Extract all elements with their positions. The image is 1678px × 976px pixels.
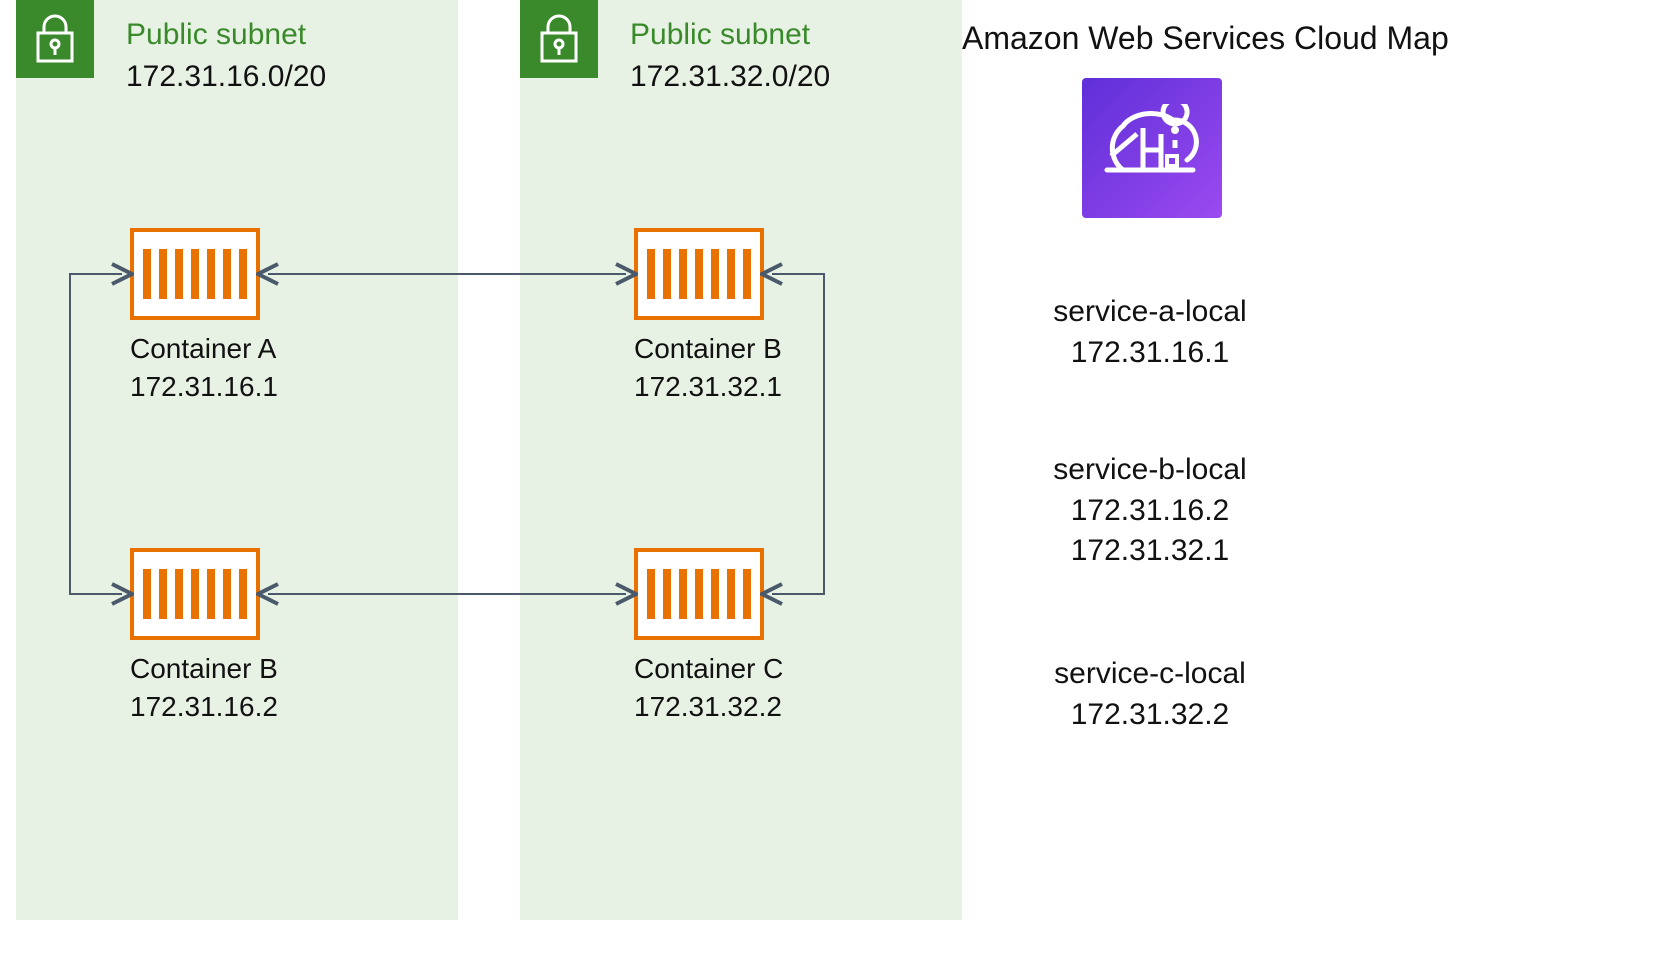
- container-bar: [679, 249, 687, 299]
- container-node: Container B172.31.32.1: [634, 228, 782, 406]
- service-ip: 172.31.16.1: [1000, 333, 1300, 374]
- cloudmap-title: Amazon Web Services Cloud Map: [962, 20, 1449, 57]
- container-bar: [239, 569, 247, 619]
- container-icon: [130, 228, 260, 320]
- container-name: Container B: [634, 330, 782, 368]
- container-bar: [175, 249, 183, 299]
- container-bar: [711, 569, 719, 619]
- container-ip: 172.31.16.1: [130, 368, 278, 406]
- container-bar: [663, 249, 671, 299]
- subnet-cidr: 172.31.16.0/20: [126, 56, 326, 98]
- service-entry: service-b-local172.31.16.2172.31.32.1: [1000, 450, 1300, 572]
- container-node: Container A172.31.16.1: [130, 228, 278, 406]
- subnet-title: Public subnet: [630, 14, 830, 56]
- container-labels: Container C172.31.32.2: [634, 650, 783, 726]
- subnet-box: Public subnet172.31.32.0/20: [520, 0, 962, 920]
- container-bar: [223, 569, 231, 619]
- subnet-header: Public subnet172.31.16.0/20: [126, 14, 326, 98]
- container-bar: [159, 569, 167, 619]
- container-bar: [175, 569, 183, 619]
- container-bar: [647, 569, 655, 619]
- container-node: Container C172.31.32.2: [634, 548, 783, 726]
- subnet-header: Public subnet172.31.32.0/20: [630, 14, 830, 98]
- diagram-canvas: Public subnet172.31.16.0/20Container A17…: [0, 0, 1678, 976]
- service-entry: service-a-local172.31.16.1: [1000, 292, 1300, 373]
- container-bar: [727, 249, 735, 299]
- service-ip: 172.31.16.2: [1000, 491, 1300, 532]
- container-ip: 172.31.16.2: [130, 688, 278, 726]
- subnet-box: Public subnet172.31.16.0/20: [16, 0, 458, 920]
- container-icon: [130, 548, 260, 640]
- container-icon: [634, 548, 764, 640]
- container-bar: [207, 569, 215, 619]
- container-bar: [239, 249, 247, 299]
- cloudmap-icon: [1082, 78, 1222, 218]
- container-labels: Container A172.31.16.1: [130, 330, 278, 406]
- container-bar: [743, 569, 751, 619]
- container-icon: [634, 228, 764, 320]
- service-ip: 172.31.32.2: [1000, 695, 1300, 736]
- service-entry: service-c-local172.31.32.2: [1000, 654, 1300, 735]
- container-ip: 172.31.32.1: [634, 368, 782, 406]
- lock-icon: [520, 0, 598, 78]
- service-name: service-b-local: [1000, 450, 1300, 491]
- container-bar: [207, 249, 215, 299]
- container-bar: [143, 569, 151, 619]
- container-bar: [743, 249, 751, 299]
- service-ip: 172.31.32.1: [1000, 531, 1300, 572]
- container-name: Container C: [634, 650, 783, 688]
- container-bar: [727, 569, 735, 619]
- container-labels: Container B172.31.16.2: [130, 650, 278, 726]
- subnet-cidr: 172.31.32.0/20: [630, 56, 830, 98]
- container-bar: [695, 569, 703, 619]
- container-name: Container B: [130, 650, 278, 688]
- container-bar: [711, 249, 719, 299]
- lock-icon: [16, 0, 94, 78]
- service-name: service-a-local: [1000, 292, 1300, 333]
- container-bar: [663, 569, 671, 619]
- container-bar: [159, 249, 167, 299]
- service-name: service-c-local: [1000, 654, 1300, 695]
- container-bar: [191, 569, 199, 619]
- container-bar: [647, 249, 655, 299]
- container-labels: Container B172.31.32.1: [634, 330, 782, 406]
- container-node: Container B172.31.16.2: [130, 548, 278, 726]
- container-bar: [191, 249, 199, 299]
- subnet-title: Public subnet: [126, 14, 326, 56]
- container-bar: [143, 249, 151, 299]
- container-name: Container A: [130, 330, 278, 368]
- container-bar: [679, 569, 687, 619]
- container-bar: [223, 249, 231, 299]
- container-bar: [695, 249, 703, 299]
- container-ip: 172.31.32.2: [634, 688, 783, 726]
